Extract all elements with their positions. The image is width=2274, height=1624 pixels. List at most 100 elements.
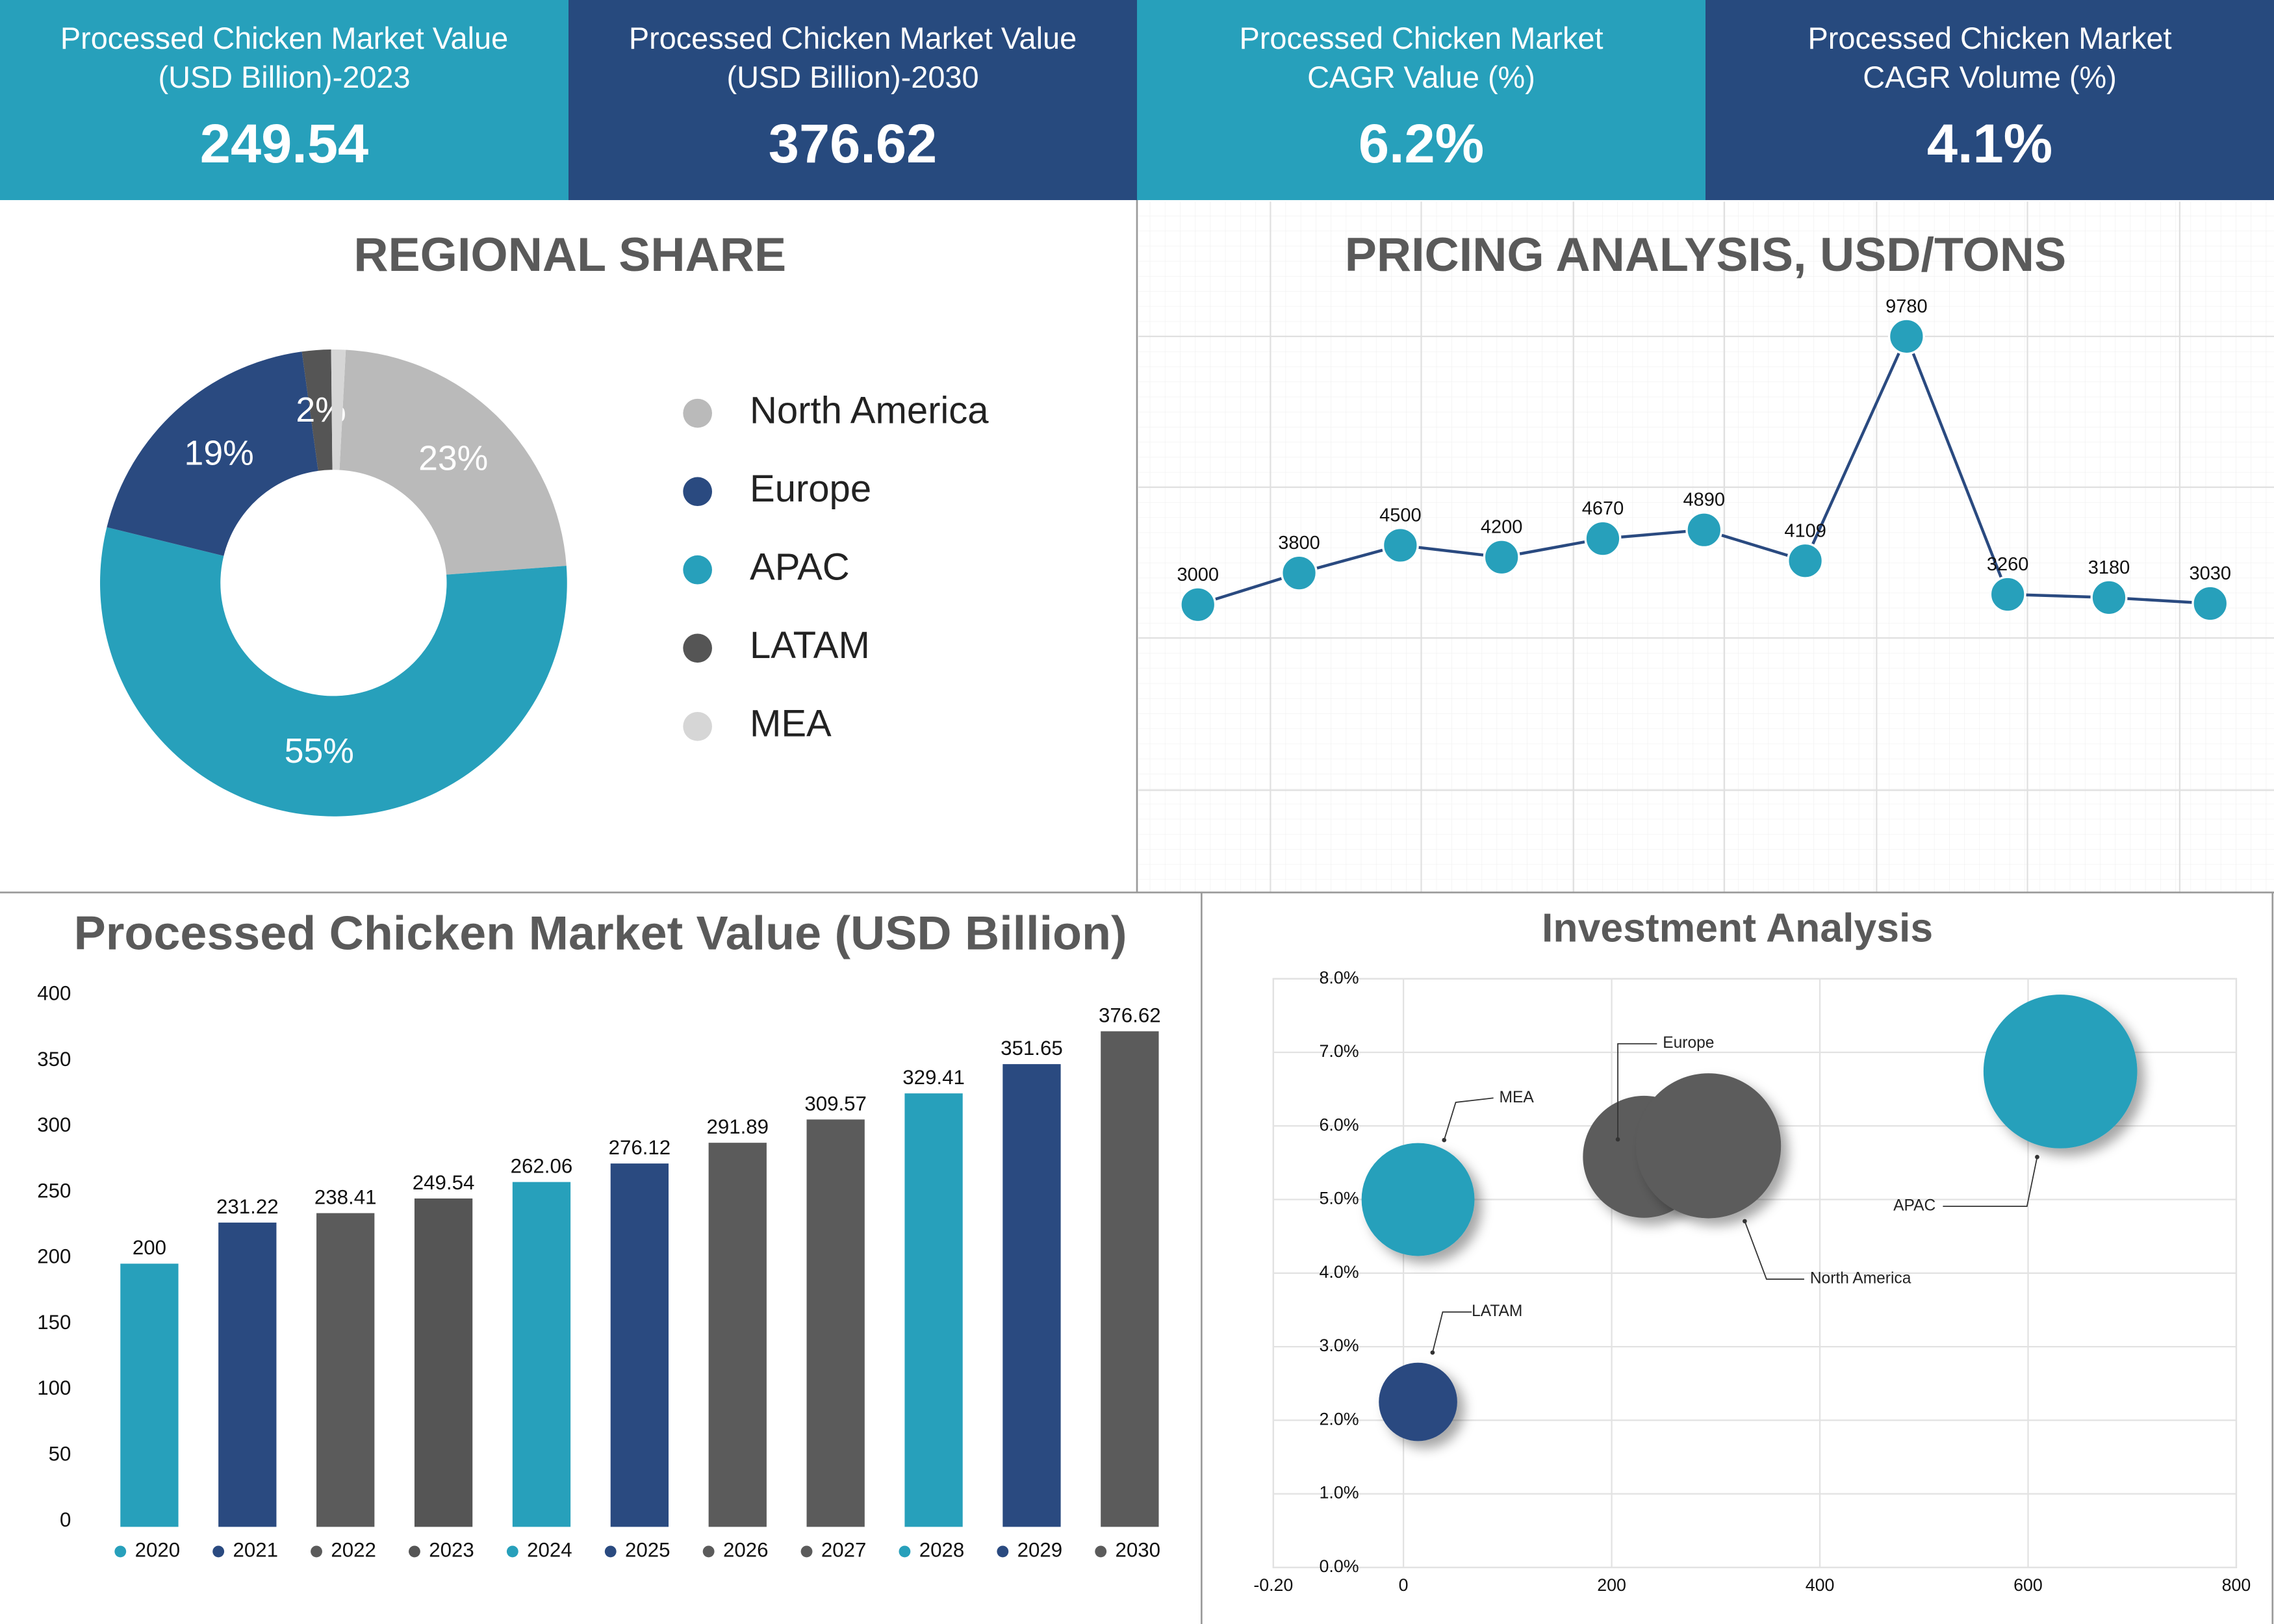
kpi-label: Processed Chicken Market Value: [629, 21, 1077, 55]
bubble: [1361, 1143, 1475, 1256]
y-tick-label: 4.0%: [1320, 1262, 1359, 1282]
price-marker: [1281, 554, 1318, 592]
x-tick-label: 400: [1806, 1575, 1835, 1595]
bar-value-label: 329.41: [902, 1066, 965, 1089]
y-tick-label: 0: [60, 1508, 71, 1531]
bubble-label: LATAM: [1472, 1302, 1522, 1320]
y-tick-label: 400: [37, 982, 71, 1005]
x-tick-label: -0.20: [1253, 1575, 1293, 1595]
kpi-label: Processed Chicken Market: [1808, 21, 2172, 55]
x-legend-dot: [800, 1545, 813, 1558]
x-tick-label: 600: [2013, 1575, 2043, 1595]
pie-slice: [331, 349, 346, 470]
callout-tip: [1743, 1219, 1747, 1224]
kpi-card: [1706, 0, 2274, 201]
price-marker: [1685, 511, 1723, 549]
bar-value-label: 200: [133, 1236, 166, 1259]
callout-tip: [1442, 1137, 1447, 1143]
kpi-card: [0, 0, 568, 201]
legend-label: LATAM: [750, 624, 870, 666]
price-label: 3260: [1987, 554, 2029, 575]
y-tick-label: 7.0%: [1320, 1041, 1359, 1061]
bar-value-label: 291.89: [706, 1115, 769, 1138]
kpi-label: CAGR Value (%): [1307, 60, 1535, 94]
kpi-label: Processed Chicken Market Value: [60, 21, 508, 55]
price-label: 4890: [1683, 490, 1726, 511]
bar: [904, 1093, 963, 1527]
bar: [120, 1263, 179, 1527]
bar: [806, 1119, 865, 1527]
bar-value-label: 309.57: [804, 1092, 867, 1115]
x-tick-label: 800: [2222, 1575, 2251, 1595]
kpi-value: 6.2%: [1359, 112, 1484, 174]
chart-title: Processed Chicken Market Value (USD Bill…: [74, 906, 1127, 959]
price-marker: [1787, 542, 1824, 579]
y-tick-label: 0.0%: [1320, 1556, 1359, 1576]
price-label: 4109: [1784, 520, 1826, 541]
x-legend-dot: [212, 1545, 225, 1558]
kpi-label: CAGR Volume (%): [1863, 60, 2117, 94]
kpi-value: 4.1%: [1927, 112, 2052, 174]
x-legend-dot: [506, 1545, 518, 1558]
callout-tip: [1430, 1350, 1435, 1355]
bar: [512, 1182, 571, 1527]
y-tick-label: 2.0%: [1320, 1409, 1359, 1428]
y-tick-label: 6.0%: [1320, 1115, 1359, 1134]
x-legend-dot: [311, 1545, 322, 1558]
kpi-label: (USD Billion)-2030: [726, 60, 978, 94]
bar: [1003, 1064, 1061, 1527]
x-legend-dot: [604, 1545, 617, 1558]
price-label: 3030: [2190, 563, 2232, 584]
pie-slice: [339, 349, 567, 575]
kpi-card: [568, 0, 1137, 201]
price-marker: [2090, 579, 2128, 616]
bar-value-label: 249.54: [413, 1171, 475, 1194]
price-label: 4500: [1379, 505, 1422, 526]
x-tick-label: 0: [1399, 1575, 1409, 1595]
bar-value-label: 376.62: [1099, 1004, 1161, 1026]
price-label: 4200: [1481, 517, 1523, 538]
x-tick-label: 2026: [723, 1539, 769, 1562]
y-tick-label: 3.0%: [1320, 1336, 1359, 1355]
x-tick-label: 2023: [429, 1539, 474, 1562]
bar: [218, 1223, 277, 1527]
price-marker: [1887, 318, 1925, 355]
chart-title: REGIONAL SHARE: [353, 227, 786, 281]
callout-line: [1443, 1097, 1494, 1141]
x-legend-dot: [702, 1545, 715, 1558]
price-label: 3000: [1177, 565, 1219, 585]
legend-swatch: [683, 398, 712, 428]
kpi-label: (USD Billion)-2023: [158, 60, 410, 94]
x-tick-label: 2024: [527, 1539, 572, 1562]
y-tick-label: 100: [37, 1377, 71, 1399]
legend-swatch: [683, 555, 712, 585]
kpi-label: Processed Chicken Market: [1240, 21, 1603, 55]
bar: [1101, 1031, 1159, 1527]
chart-title: PRICING ANALYSIS, USD/TONS: [1345, 227, 2067, 281]
slice-label: 19%: [185, 435, 254, 473]
callout-line: [1744, 1221, 1804, 1280]
slice-label: 23%: [418, 439, 488, 477]
bubble-label: Europe: [1663, 1034, 1714, 1052]
bar: [610, 1163, 669, 1527]
bar-value-label: 262.06: [511, 1155, 573, 1178]
kpi-card: [1137, 0, 1706, 201]
price-label: 9780: [1885, 296, 1928, 317]
legend-swatch: [683, 633, 712, 663]
price-marker: [2191, 585, 2229, 622]
chart-title: Investment Analysis: [1542, 906, 1933, 951]
x-tick-label: 200: [1597, 1575, 1626, 1595]
bar: [316, 1213, 375, 1527]
pie-slice: [100, 527, 567, 817]
legend-label: MEA: [750, 703, 832, 745]
y-tick-label: 1.0%: [1320, 1483, 1359, 1503]
kpi-value: 249.54: [200, 112, 368, 174]
bubble: [1379, 1362, 1457, 1441]
y-tick-label: 5.0%: [1320, 1189, 1359, 1208]
x-tick-label: 2028: [919, 1539, 965, 1562]
price-label: 4670: [1582, 498, 1624, 519]
price-marker: [1989, 576, 2026, 613]
x-legend-dot: [1095, 1545, 1107, 1558]
